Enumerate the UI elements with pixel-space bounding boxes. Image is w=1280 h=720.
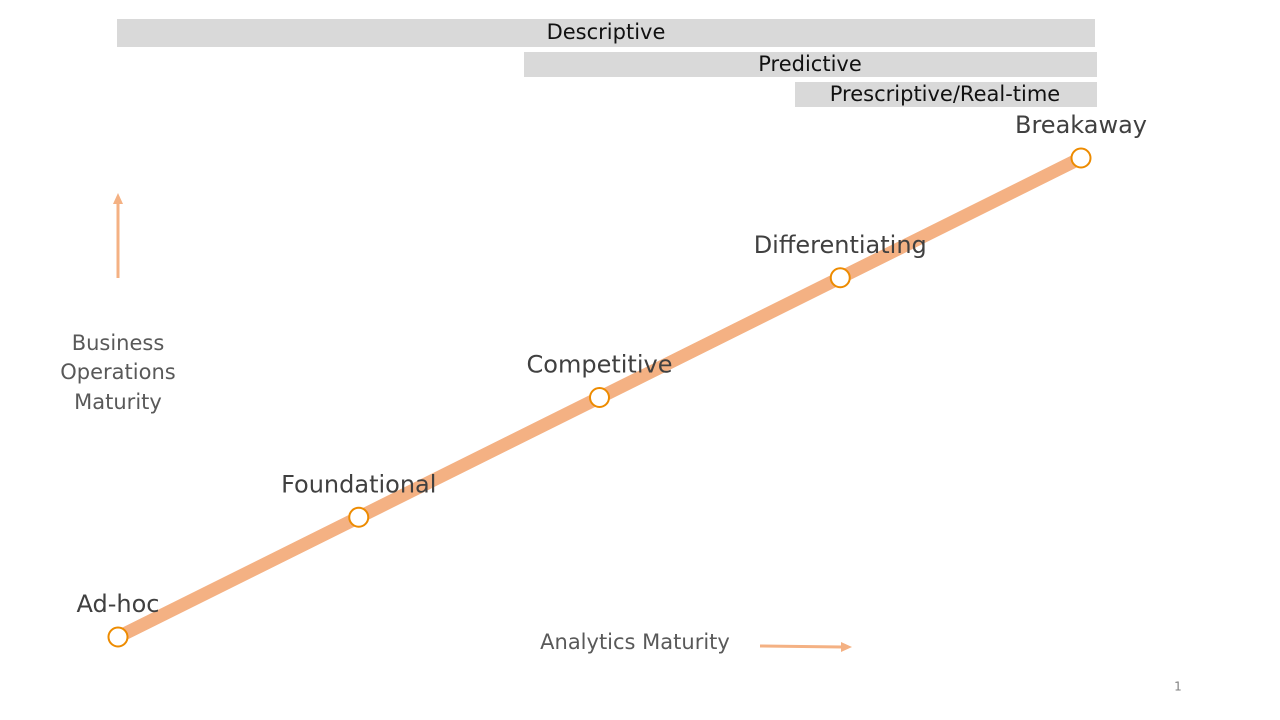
stage-marker [829,267,851,289]
stage-label: Breakaway [1015,111,1147,139]
y-axis-label: Operations [60,360,175,384]
y-axis-label: Maturity [74,390,162,414]
stage-label: Differentiating [754,231,927,259]
bar [795,82,1097,107]
stage-marker [107,626,129,648]
bar-label: Prescriptive/Real-time [830,82,1060,106]
y-axis-label: Business [72,331,165,355]
stage-marker [1070,147,1092,169]
stage-marker [348,506,370,528]
stage-label: Ad-hoc [77,590,160,618]
bar [524,52,1097,77]
x-arrow [759,644,843,649]
bar-label: Predictive [758,52,862,76]
y-arrow-head [113,193,123,204]
stage-label: Foundational [281,470,436,498]
bar [117,19,1095,47]
x-axis-label: Analytics Maturity [540,630,730,654]
stage-marker [589,387,610,408]
x-arrow-head [841,642,852,652]
stage-label: Competitive [527,351,673,379]
bar-label: Descriptive [547,20,666,44]
page-number: 1 [1174,680,1182,694]
